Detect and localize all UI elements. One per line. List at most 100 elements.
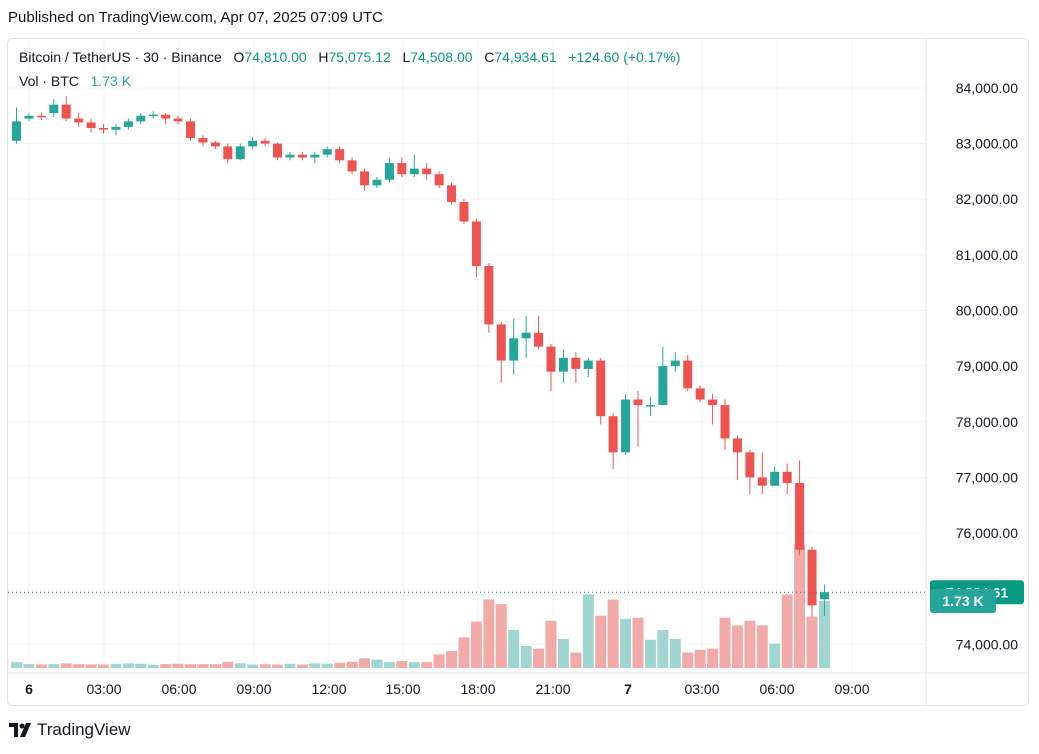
ohlc-legend: Bitcoin / TetherUS · 30 · Binance O74,81… [19, 49, 680, 65]
volume-bar [694, 649, 706, 668]
candle-body [186, 121, 196, 139]
candle-body [633, 399, 643, 406]
y-tick-label: 83,000.00 [956, 136, 1018, 152]
high-value: 75,075.12 [328, 49, 391, 65]
y-tick-label: 84,000.00 [956, 80, 1018, 96]
volume-bar [35, 664, 47, 668]
candle-body [409, 168, 419, 175]
volume-bar [421, 662, 433, 668]
volume-label: Vol · BTC [19, 73, 79, 89]
volume-bar [470, 621, 482, 668]
candle-body [770, 471, 780, 486]
axes: 84,000.00 83,000.00 82,000.00 81,000.00 80,0… [8, 39, 1028, 705]
candle-body [434, 174, 444, 186]
volume-bar [433, 654, 445, 668]
volume-bar [806, 616, 818, 668]
x-tick-label: 18:00 [460, 681, 495, 697]
candle-body [36, 115, 46, 118]
volume-bar [669, 638, 681, 668]
candle-body [123, 121, 133, 127]
volume-bar [259, 664, 271, 668]
candle-body [347, 160, 357, 172]
low-value: 74,508.00 [410, 49, 473, 65]
candle-body [49, 104, 59, 114]
tradingview-footer[interactable]: TradingView [9, 720, 131, 740]
candle-body [260, 140, 270, 144]
volume-bar [383, 662, 395, 668]
close-value: 74,934.61 [494, 49, 557, 65]
candle-body [782, 471, 792, 483]
volume-bar [458, 637, 470, 668]
candle-body [708, 399, 718, 406]
candles [12, 96, 829, 617]
candle-body [683, 360, 693, 389]
candle-body [372, 179, 382, 186]
volume-bar [60, 663, 72, 668]
x-tick-label: 21:00 [535, 681, 570, 697]
volume-bar [209, 664, 221, 668]
volume-bar [222, 661, 234, 668]
volume-bar [620, 618, 632, 668]
candle-body [198, 138, 208, 143]
candle-body [534, 332, 544, 347]
candle-body [310, 154, 320, 158]
volume-bar [632, 617, 644, 668]
volume-bar [483, 599, 495, 668]
volume-bar [682, 652, 694, 668]
volume-bar [495, 604, 507, 668]
x-tick-label: 06:00 [759, 681, 794, 697]
y-tick-label: 74,000.00 [956, 636, 1018, 652]
candle-body [173, 118, 183, 122]
candle-body [136, 115, 146, 122]
volume-bar [272, 664, 284, 668]
change-value: +124.60 (+0.17%) [568, 49, 681, 65]
volume-bar [309, 663, 321, 668]
y-tick-label: 76,000.00 [956, 525, 1018, 541]
x-tick-label: 7 [624, 681, 632, 697]
candle-body [61, 104, 71, 119]
chart-panel[interactable]: 84,000.00 83,000.00 82,000.00 81,000.00 80,0… [7, 38, 1029, 706]
y-tick-label: 77,000.00 [956, 469, 1018, 485]
volume-bar [607, 599, 619, 668]
volume-bar [570, 652, 582, 668]
candle-body [471, 221, 481, 266]
candle-body [111, 126, 121, 130]
candle-body [484, 265, 494, 325]
candle-body [161, 114, 171, 119]
volume-bar [781, 594, 793, 668]
brand-name: TradingView [37, 720, 131, 739]
candle-body [732, 438, 742, 453]
candle-body [422, 168, 432, 175]
volume-value: 1.73 K [90, 73, 132, 89]
volume-bar [73, 664, 85, 668]
volume-bar [98, 664, 110, 668]
candlestick-chart[interactable]: 84,000.00 83,000.00 82,000.00 81,000.00 80,0… [8, 39, 1029, 706]
candle-body [360, 171, 370, 186]
close-label: C [484, 49, 495, 65]
volume-bar [110, 664, 122, 668]
volume-bar [147, 664, 159, 668]
candle-body [459, 202, 469, 222]
x-tick-label: 12:00 [311, 681, 346, 697]
candle-body [74, 118, 84, 123]
volume-bar [744, 620, 756, 668]
volume-bar [334, 662, 346, 668]
volume-bar [122, 663, 134, 668]
candle-body [795, 482, 805, 550]
volume-bar [408, 662, 420, 668]
candle-body [583, 360, 593, 369]
volume-bar [160, 664, 172, 668]
open-value: 74,810.00 [244, 49, 307, 65]
volume-bar [346, 661, 358, 668]
x-tick-label: 06:00 [161, 681, 196, 697]
volume-bar [284, 663, 296, 668]
x-tick-label: 03:00 [86, 681, 121, 697]
candle-body [148, 114, 158, 117]
candle-body [285, 154, 295, 158]
volume-bar [172, 663, 184, 668]
volume-bar [234, 663, 246, 668]
y-tick-label: 78,000.00 [956, 414, 1018, 430]
candle-body [210, 142, 220, 147]
high-label: H [318, 49, 329, 65]
tradingview-logo-icon [9, 723, 31, 737]
